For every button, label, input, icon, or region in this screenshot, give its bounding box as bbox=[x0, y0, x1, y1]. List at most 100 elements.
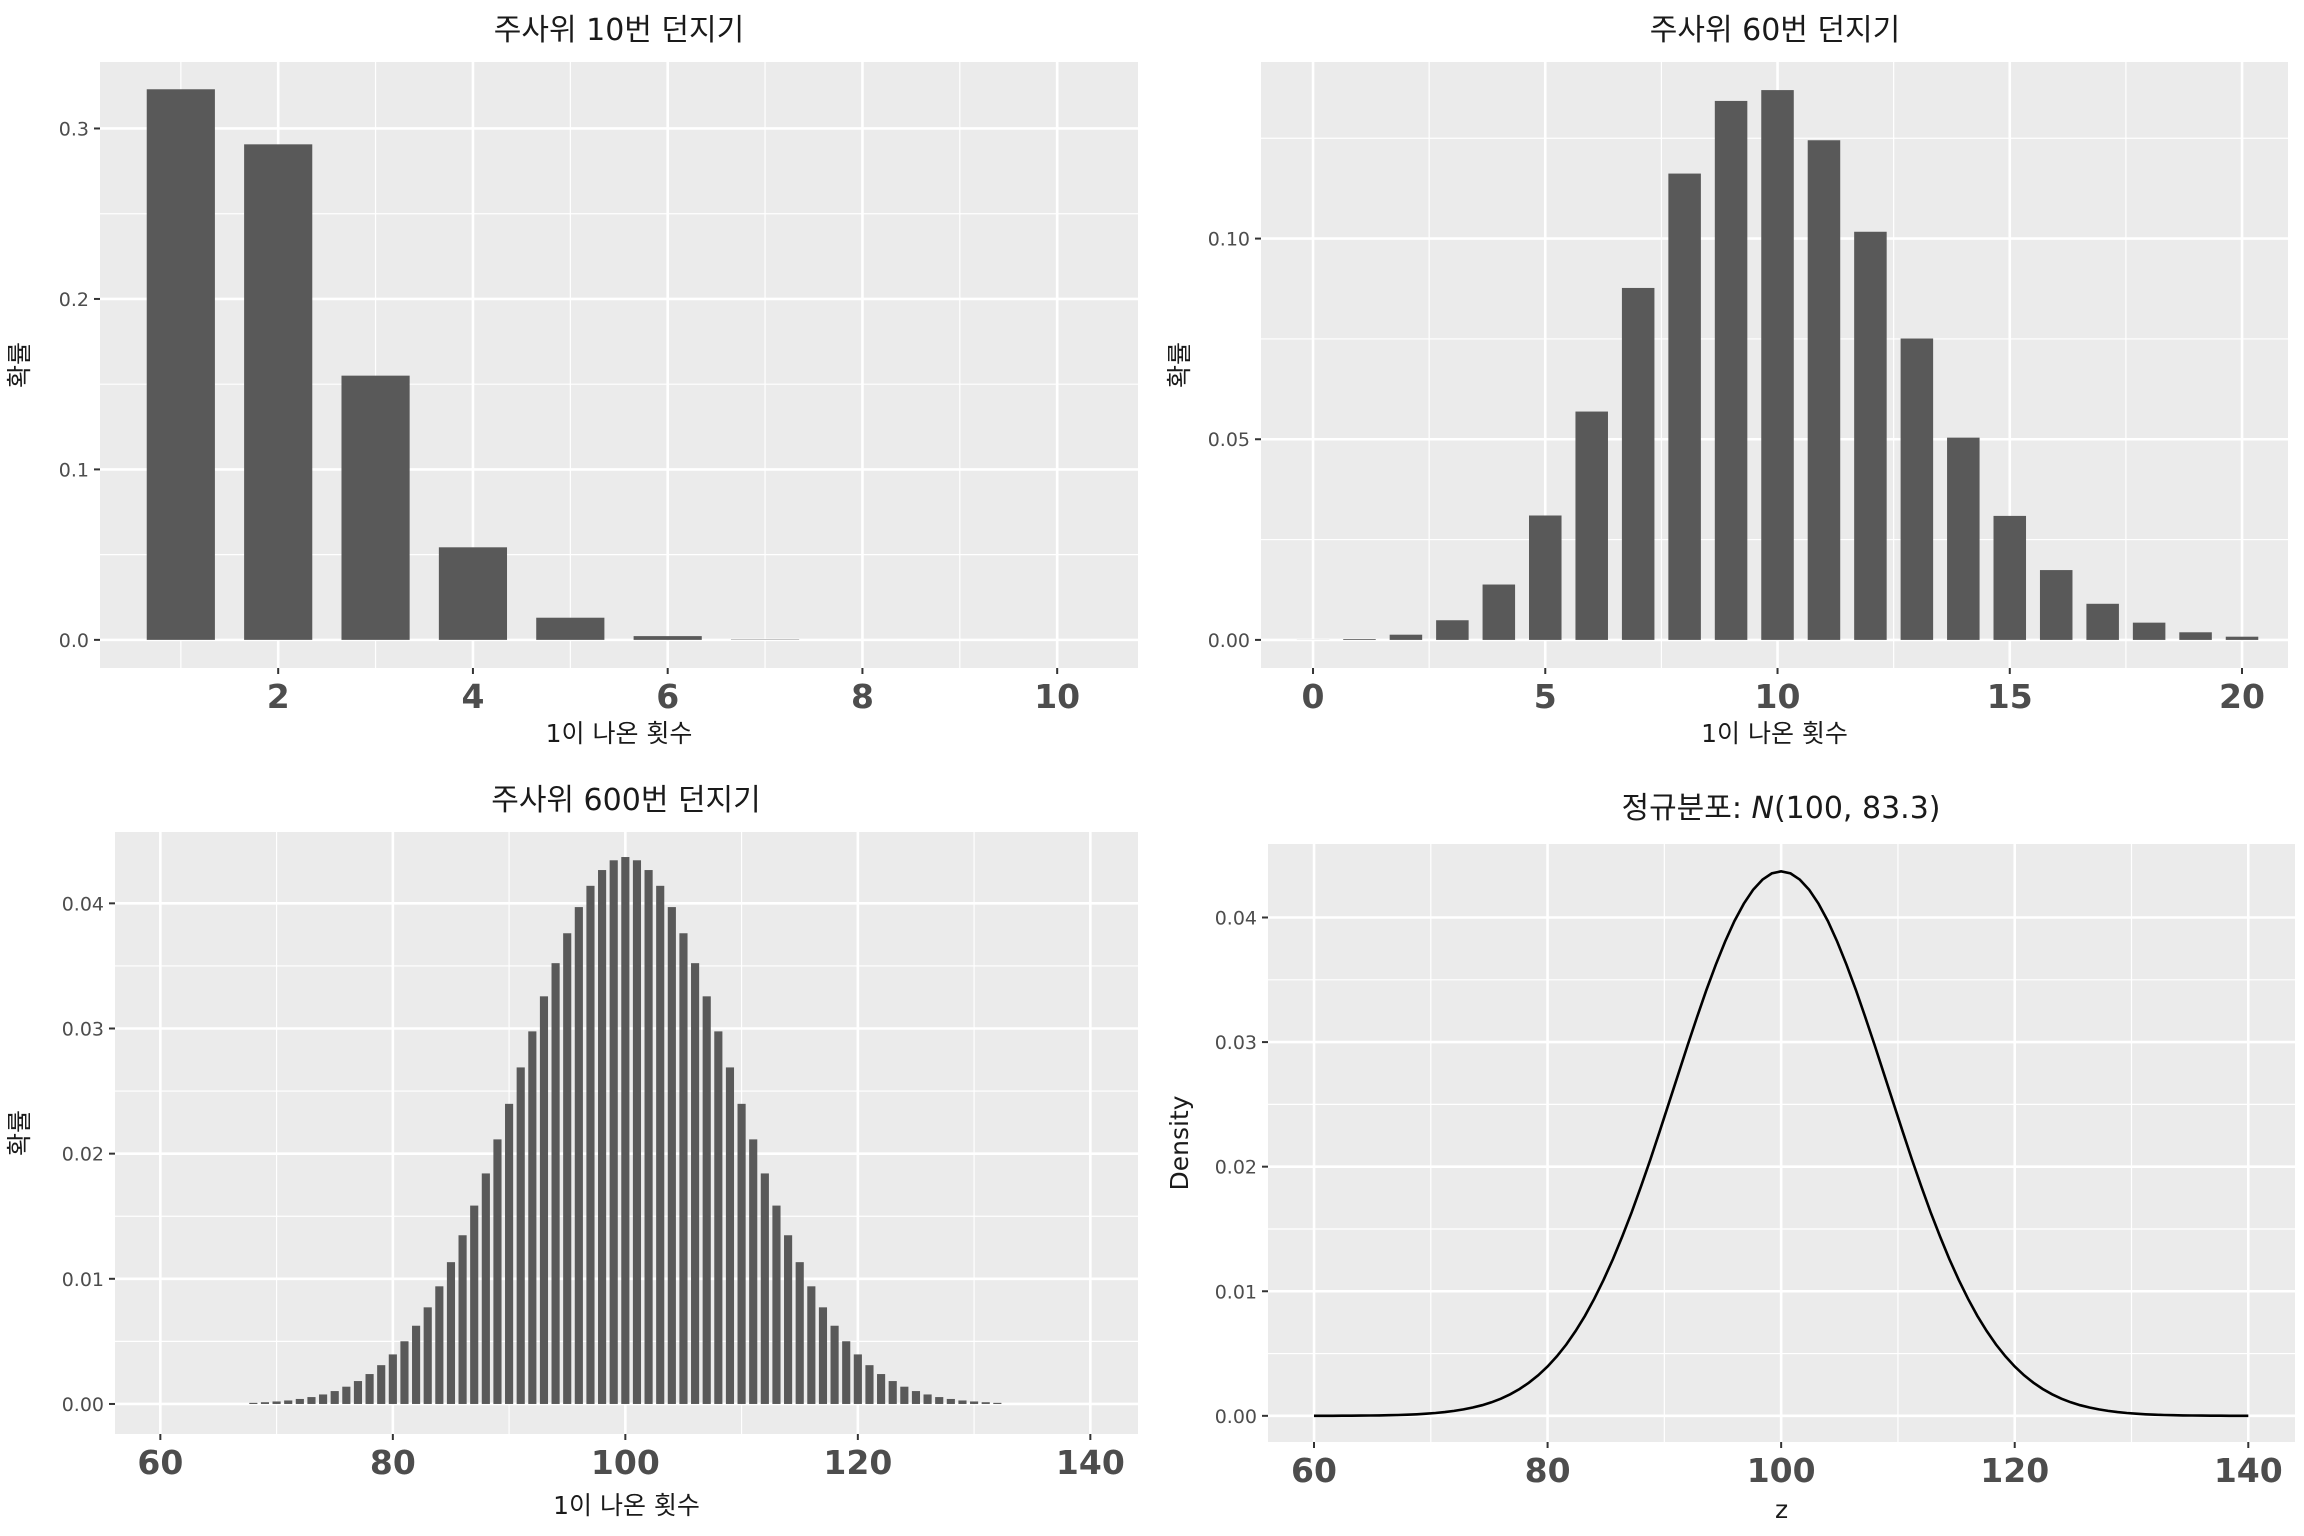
x-axis-title: 1이 나온 횟수 bbox=[1701, 719, 1848, 748]
bar bbox=[714, 1031, 723, 1404]
y-tick-label: 0.00 bbox=[1215, 1406, 1257, 1428]
chart-title: 정규분포: N(100, 83.3) bbox=[1621, 791, 1940, 826]
bar bbox=[830, 1325, 839, 1404]
x-tick-label: 100 bbox=[1747, 1451, 1816, 1490]
bar bbox=[807, 1286, 816, 1404]
bar bbox=[272, 1401, 281, 1404]
bar bbox=[2039, 570, 2073, 640]
bar bbox=[609, 860, 618, 1404]
bar bbox=[598, 870, 607, 1404]
bar bbox=[1668, 173, 1701, 640]
bar bbox=[865, 1365, 874, 1404]
bar bbox=[481, 1173, 490, 1404]
density-line bbox=[1314, 869, 2249, 1418]
y-tick-label: 0.03 bbox=[1215, 1032, 1257, 1054]
y-tick-label: 0.01 bbox=[1215, 1281, 1257, 1303]
bar bbox=[377, 1365, 386, 1404]
bar bbox=[691, 963, 700, 1404]
bar bbox=[853, 1354, 862, 1404]
x-tick-label: 140 bbox=[1056, 1443, 1125, 1482]
bar bbox=[702, 996, 711, 1404]
x-tick-label: 120 bbox=[823, 1443, 892, 1482]
chart-title: 주사위 60번 던지기 bbox=[1650, 13, 1900, 48]
bar bbox=[900, 1386, 909, 1404]
y-axis-title: 확률 bbox=[5, 1110, 34, 1156]
bar bbox=[644, 870, 653, 1404]
panel-1: 0.0 0.1 0.2 0.3 2 4 6 8 10 주사위 10번 던지기 1이 나온 횟수 확률 bbox=[5, 13, 1138, 748]
bar bbox=[1947, 437, 1980, 640]
bar bbox=[341, 375, 410, 640]
y-tick-label: 0.00 bbox=[62, 1394, 104, 1416]
bar bbox=[423, 1307, 432, 1404]
bar bbox=[1343, 639, 1376, 640]
panel-2: 0.00 0.05 0.10 0 5 10 15 20 주사위 60번 던지기 1이 나온 횟수 확… bbox=[1165, 13, 2288, 748]
panel-3: 0.00 0.01 0.02 0.03 0.04 60 80 100 120 140 주사위 600… bbox=[5, 783, 1138, 1520]
x-tick-label: 60 bbox=[137, 1443, 183, 1482]
bar bbox=[539, 996, 549, 1404]
bar bbox=[319, 1394, 328, 1404]
bar bbox=[1436, 620, 1469, 640]
x-tick-label: 10 bbox=[1755, 677, 1801, 716]
x-axis-title: 1이 나온 횟수 bbox=[546, 719, 693, 748]
bar bbox=[911, 1391, 921, 1404]
bar bbox=[760, 1173, 769, 1404]
y-tick-label: 0.2 bbox=[59, 289, 89, 311]
y-axis-title: 확률 bbox=[1165, 342, 1194, 388]
x-tick-label: 80 bbox=[1525, 1451, 1571, 1490]
bar bbox=[388, 1354, 397, 1404]
bar bbox=[795, 1262, 804, 1404]
x-tick-label: 6 bbox=[656, 677, 679, 716]
bar bbox=[260, 1402, 270, 1404]
bar bbox=[342, 1386, 351, 1404]
chart-title: 주사위 600번 던지기 bbox=[491, 783, 761, 818]
x-tick-label: 80 bbox=[370, 1443, 416, 1482]
bar bbox=[458, 1235, 467, 1404]
chart-title-math: N bbox=[1752, 791, 1774, 826]
bar bbox=[284, 1400, 293, 1404]
bar bbox=[725, 1067, 735, 1404]
bar bbox=[295, 1398, 304, 1404]
y-tick-label: 0.04 bbox=[1215, 908, 1257, 930]
bar bbox=[772, 1205, 781, 1404]
panel-4: 0.00 0.01 0.02 0.03 0.04 60 80 100 120 140 정규분포: N… bbox=[1165, 791, 2295, 1524]
y-tick-label: 0.0 bbox=[59, 630, 89, 652]
x-axis-title: z bbox=[1775, 1495, 1788, 1524]
chart-title-text: 주사위 60번 던지기 bbox=[1650, 13, 1900, 48]
bar bbox=[586, 885, 595, 1404]
bar bbox=[749, 1139, 758, 1404]
bar bbox=[679, 933, 688, 1404]
bar bbox=[981, 1402, 990, 1404]
bar bbox=[737, 1103, 746, 1404]
bar bbox=[656, 885, 665, 1404]
bar bbox=[888, 1381, 897, 1404]
bar bbox=[958, 1400, 967, 1404]
bar bbox=[2132, 622, 2166, 640]
x-tick-label: 20 bbox=[2219, 677, 2265, 716]
bar bbox=[1389, 634, 1423, 640]
bar bbox=[435, 1286, 444, 1404]
bar bbox=[667, 907, 676, 1404]
x-tick-label: 8 bbox=[851, 677, 874, 716]
bar bbox=[528, 1031, 537, 1404]
bar bbox=[1993, 515, 2027, 640]
bar bbox=[2225, 636, 2259, 640]
y-tick-label: 0.10 bbox=[1208, 229, 1250, 251]
chart-title: 주사위 10번 던지기 bbox=[494, 13, 744, 48]
bar bbox=[365, 1374, 374, 1404]
bar bbox=[970, 1401, 979, 1404]
bar bbox=[563, 933, 572, 1404]
bar bbox=[412, 1325, 421, 1404]
bar bbox=[877, 1374, 886, 1404]
bar bbox=[307, 1397, 316, 1404]
x-tick-label: 4 bbox=[461, 677, 484, 716]
x-tick-label: 100 bbox=[591, 1443, 660, 1482]
x-tick-label: 2 bbox=[267, 677, 290, 716]
bar bbox=[505, 1103, 514, 1404]
y-axis-title: 확률 bbox=[5, 342, 34, 388]
y-tick-label: 0.04 bbox=[62, 893, 104, 915]
x-tick-label: 120 bbox=[1980, 1451, 2049, 1490]
bar bbox=[993, 1402, 1002, 1404]
bar bbox=[1807, 140, 1841, 640]
y-tick-label: 0.3 bbox=[59, 118, 89, 140]
bar bbox=[438, 547, 508, 640]
